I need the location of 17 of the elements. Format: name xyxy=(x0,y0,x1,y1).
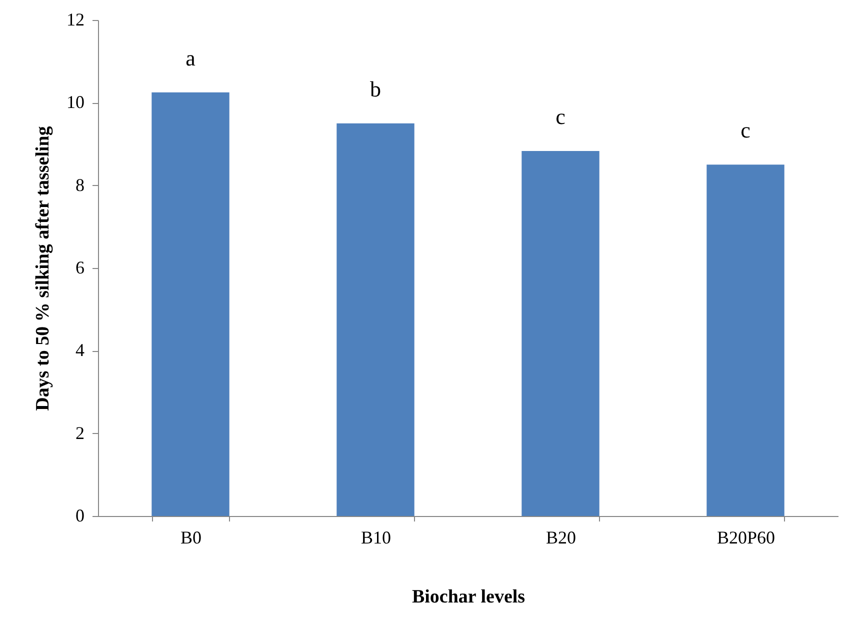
y-tick-label: 8 xyxy=(76,174,84,195)
x-tick-label: B0 xyxy=(180,528,202,548)
y-tick-label: 2 xyxy=(76,422,84,443)
annotation: a xyxy=(186,45,196,70)
y-tick-label: 10 xyxy=(66,92,84,112)
y-tick-label: 6 xyxy=(76,258,84,278)
y-tick-label: 0 xyxy=(76,506,84,526)
annotation: c xyxy=(740,118,751,143)
y-tick-label: 12 xyxy=(66,10,84,30)
x-axis-title: Biochar levels xyxy=(412,586,526,608)
x-tick-label: B20 xyxy=(546,528,576,548)
y-tick-label: 4 xyxy=(76,340,84,360)
y-axis-title: Days to 50 % silking after tasseling xyxy=(32,126,54,411)
annotation: c xyxy=(556,104,566,130)
annotation: b xyxy=(370,76,381,102)
x-tick-label: B20P60 xyxy=(716,528,776,548)
x-tick-label: B10 xyxy=(360,528,392,548)
